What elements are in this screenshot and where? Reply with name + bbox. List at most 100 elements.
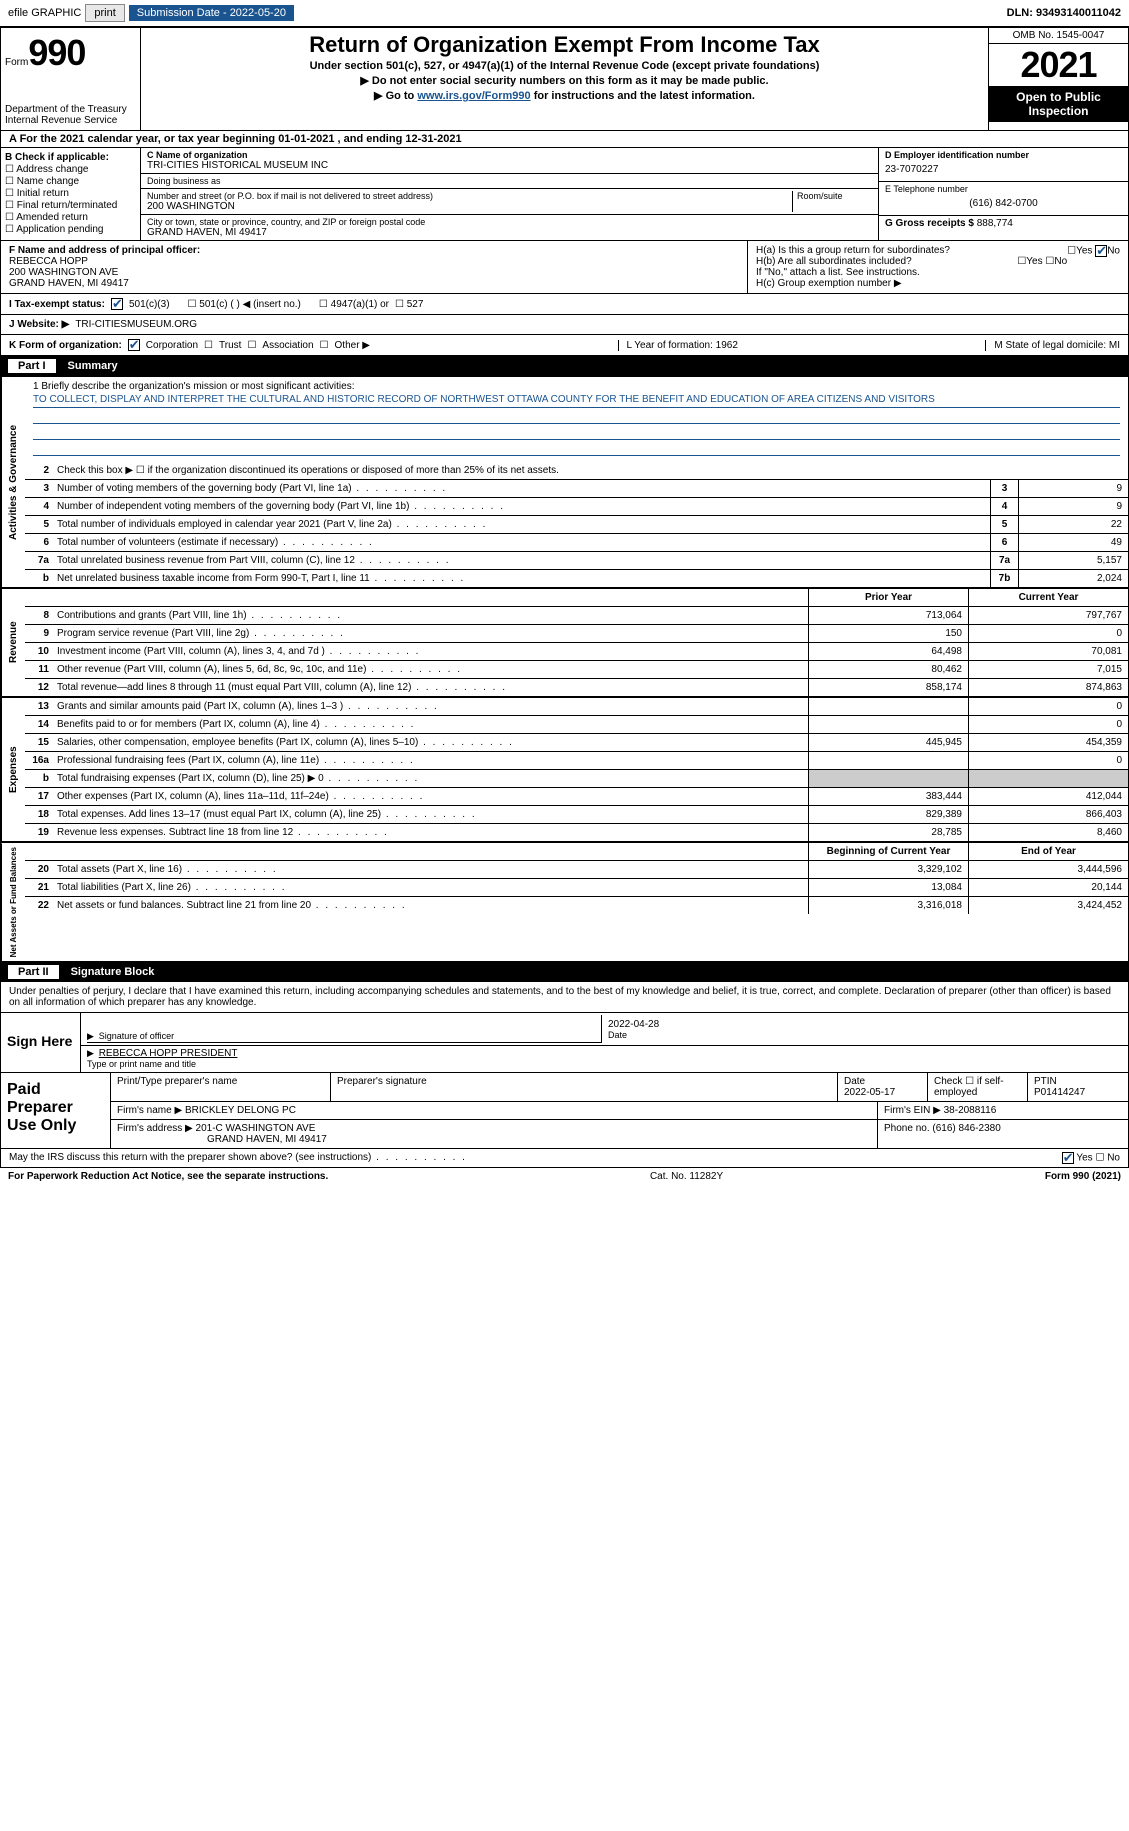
- firm-ein-label: Firm's EIN ▶: [884, 1105, 941, 1116]
- firm-phone: (616) 846-2380: [932, 1123, 1000, 1134]
- org-name: TRI-CITIES HISTORICAL MUSEUM INC: [147, 160, 872, 171]
- summary-line: 16aProfessional fundraising fees (Part I…: [25, 752, 1128, 770]
- chk-amended[interactable]: ☐ Amended return: [5, 212, 136, 223]
- firm-name: BRICKLEY DELONG PC: [185, 1105, 296, 1116]
- sign-name-label: Type or print name and title: [87, 1059, 196, 1069]
- summary-line: 12Total revenue—add lines 8 through 11 (…: [25, 679, 1128, 696]
- summary-line: 4Number of independent voting members of…: [25, 498, 1128, 516]
- name-arrow-icon: [87, 1048, 96, 1059]
- sub3-suffix: for instructions and the latest informat…: [531, 90, 755, 102]
- discuss-row: May the IRS discuss this return with the…: [0, 1149, 1129, 1168]
- form-title: Return of Organization Exempt From Incom…: [149, 32, 980, 58]
- header-left: Form990 Department of the Treasury Inter…: [1, 28, 141, 130]
- officer-label: F Name and address of principal officer:: [9, 245, 739, 256]
- summary-line: 21Total liabilities (Part X, line 26)13,…: [25, 879, 1128, 897]
- summary-line: 10Investment income (Part VIII, column (…: [25, 643, 1128, 661]
- year-formation: L Year of formation: 1962: [618, 340, 738, 351]
- chk-name[interactable]: ☐ Name change: [5, 176, 136, 187]
- subtitle-1: Under section 501(c), 527, or 4947(a)(1)…: [149, 60, 980, 72]
- chk-address[interactable]: ☐ Address change: [5, 164, 136, 175]
- summary-line: 8Contributions and grants (Part VIII, li…: [25, 607, 1128, 625]
- sign-here-label: Sign Here: [1, 1013, 81, 1072]
- rev-section: Revenue Prior Year Current Year 8Contrib…: [0, 588, 1129, 697]
- section-bcde: B Check if applicable: ☐ Address change …: [0, 148, 1129, 241]
- room-label: Room/suite: [797, 191, 872, 201]
- firm-label: Firm's name ▶: [117, 1105, 182, 1116]
- phone-label: E Telephone number: [885, 184, 1122, 194]
- tax-year: 2021: [989, 44, 1128, 86]
- phone-value: (616) 842-0700: [885, 194, 1122, 213]
- ha-row: H(a) Is this a group return for subordin…: [756, 245, 1120, 256]
- ha-no-check: [1095, 245, 1107, 257]
- org-name-label: C Name of organization: [147, 150, 872, 160]
- part2-label: Part II: [8, 965, 59, 979]
- paid-preparer-block: Paid Preparer Use Only Print/Type prepar…: [0, 1073, 1129, 1149]
- gross-label: G Gross receipts $: [885, 218, 974, 229]
- firm-ein: 38-2088116: [944, 1105, 997, 1116]
- ein-value: 23-7070227: [885, 160, 1122, 179]
- sign-block: Sign Here Signature of officer 2022-04-2…: [0, 1013, 1129, 1073]
- addr-label: Number and street (or P.O. box if mail i…: [147, 191, 792, 201]
- city-cell: City or town, state or province, country…: [141, 215, 878, 240]
- chk-corp[interactable]: [128, 339, 140, 351]
- vtab-revenue: Revenue: [1, 589, 25, 696]
- summary-line: 20Total assets (Part X, line 16)3,329,10…: [25, 861, 1128, 879]
- addr-value: 200 WASHINGTON: [147, 201, 792, 212]
- print-button[interactable]: print: [85, 4, 124, 22]
- firm-addr: 201-C WASHINGTON AVE: [196, 1123, 316, 1134]
- firm-phone-label: Phone no.: [884, 1123, 930, 1134]
- subtitle-3: ▶ Go to www.irs.gov/Form990 for instruct…: [149, 89, 980, 102]
- org-name-cell: C Name of organization TRI-CITIES HISTOR…: [141, 148, 878, 174]
- officer-addr1: 200 WASHINGTON AVE: [9, 267, 739, 278]
- omb-number: OMB No. 1545-0047: [989, 28, 1128, 44]
- summary-line: 18Total expenses. Add lines 13–17 (must …: [25, 806, 1128, 824]
- dln-label: DLN: 93493140011042: [1007, 7, 1121, 19]
- sub3-prefix: ▶ Go to: [374, 90, 417, 102]
- col-de: D Employer identification number 23-7070…: [878, 148, 1128, 240]
- irs-link[interactable]: www.irs.gov/Form990: [417, 90, 530, 102]
- summary-line: 2Check this box ▶ ☐ if the organization …: [25, 462, 1128, 480]
- mission-label: 1 Briefly describe the organization's mi…: [33, 381, 1120, 392]
- summary-line: 7aTotal unrelated business revenue from …: [25, 552, 1128, 570]
- dba-cell: Doing business as: [141, 174, 878, 189]
- k-label: K Form of organization:: [9, 340, 122, 351]
- footer-form: Form 990 (2021): [1045, 1171, 1121, 1182]
- summary-line: 11Other revenue (Part VIII, column (A), …: [25, 661, 1128, 679]
- dba-label: Doing business as: [147, 176, 872, 186]
- part1-title: Summary: [68, 360, 118, 372]
- discuss-yes-check[interactable]: [1062, 1152, 1074, 1164]
- net-section: Net Assets or Fund Balances Beginning of…: [0, 842, 1129, 962]
- prep-date-label: Date: [844, 1076, 865, 1087]
- hdr-end: End of Year: [968, 843, 1128, 860]
- vtab-expenses: Expenses: [1, 698, 25, 841]
- summary-line: 22Net assets or fund balances. Subtract …: [25, 897, 1128, 914]
- chk-final[interactable]: ☐ Final return/terminated: [5, 200, 136, 211]
- phone-cell: E Telephone number (616) 842-0700: [879, 182, 1128, 216]
- rev-header: Prior Year Current Year: [25, 589, 1128, 607]
- tax-label: I Tax-exempt status:: [9, 299, 105, 310]
- dept-label: Department of the Treasury Internal Reve…: [5, 104, 136, 126]
- open-inspection: Open to Public Inspection: [989, 86, 1128, 122]
- header-right: OMB No. 1545-0047 2021 Open to Public In…: [988, 28, 1128, 130]
- header-middle: Return of Organization Exempt From Incom…: [141, 28, 988, 130]
- top-bar: efile GRAPHIC print Submission Date - 20…: [0, 0, 1129, 27]
- exp-section: Expenses 13Grants and similar amounts pa…: [0, 697, 1129, 842]
- ptin-value: P01414247: [1034, 1087, 1085, 1098]
- addr-cell: Number and street (or P.O. box if mail i…: [141, 189, 878, 215]
- vtab-governance: Activities & Governance: [1, 377, 25, 587]
- mission-block: 1 Briefly describe the organization's mi…: [25, 377, 1128, 462]
- chk-pending[interactable]: ☐ Application pending: [5, 224, 136, 235]
- col-c: C Name of organization TRI-CITIES HISTOR…: [141, 148, 878, 240]
- prep-date: 2022-05-17: [844, 1087, 895, 1098]
- officer-cell: F Name and address of principal officer:…: [1, 241, 748, 293]
- submission-date: Submission Date - 2022-05-20: [129, 5, 294, 21]
- summary-line: 19Revenue less expenses. Subtract line 1…: [25, 824, 1128, 841]
- city-value: GRAND HAVEN, MI 49417: [147, 227, 872, 238]
- footer: For Paperwork Reduction Act Notice, see …: [0, 1168, 1129, 1185]
- part1-label: Part I: [8, 359, 56, 373]
- summary-line: 6Total number of volunteers (estimate if…: [25, 534, 1128, 552]
- chk-initial[interactable]: ☐ Initial return: [5, 188, 136, 199]
- subtitle-2: ▶ Do not enter social security numbers o…: [149, 74, 980, 87]
- chk-501c3[interactable]: [111, 298, 123, 310]
- summary-line: 17Other expenses (Part IX, column (A), l…: [25, 788, 1128, 806]
